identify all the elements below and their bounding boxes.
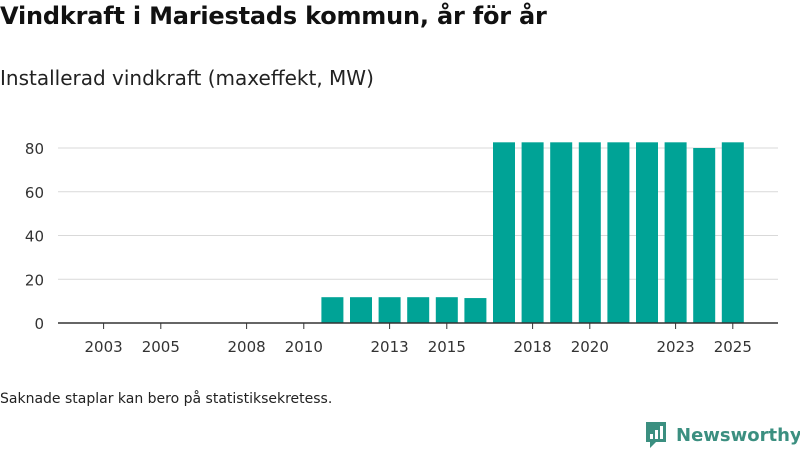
x-tick-label: 2025 [714, 338, 752, 356]
x-tick-label: 2005 [142, 338, 180, 356]
bar-2015 [435, 297, 458, 323]
brand-name: Newsworthy [676, 424, 800, 446]
bar-2016 [464, 298, 487, 323]
y-tick-label: 20 [25, 271, 44, 289]
brand-logo[interactable]: Newsworthy [644, 420, 800, 450]
bar-2011 [321, 297, 344, 323]
y-tick-label: 60 [25, 184, 44, 202]
bar-2024 [693, 148, 716, 323]
bar-2012 [350, 297, 372, 323]
x-tick-label: 2003 [85, 338, 123, 356]
x-tick-label: 2010 [285, 338, 323, 356]
y-tick-label: 40 [25, 228, 44, 246]
bar-2020 [578, 142, 601, 323]
x-tick-label: 2013 [371, 338, 409, 356]
bar-2023 [664, 142, 687, 323]
bar-2013 [378, 297, 401, 323]
x-tick-label: 2023 [657, 338, 695, 356]
chart-title: Vindkraft i Mariestads kommun, år för år [0, 2, 547, 30]
chart-subtitle: Installerad vindkraft (maxeffekt, MW) [0, 66, 374, 90]
x-tick-label: 2008 [228, 338, 266, 356]
bar-2021 [607, 142, 630, 323]
x-tick-label: 2015 [428, 338, 466, 356]
footnote: Saknade staplar kan bero på statistiksek… [0, 391, 333, 407]
x-tick-label: 2020 [571, 338, 609, 356]
bar-2025 [721, 142, 744, 323]
bar-2017 [493, 142, 515, 323]
y-tick-label: 0 [34, 315, 44, 333]
newsworthy-logo-icon [646, 422, 666, 448]
x-tick-label: 2018 [514, 338, 552, 356]
bar-2014 [407, 297, 430, 323]
bar-2022 [636, 142, 658, 323]
bar-2019 [550, 142, 573, 323]
y-tick-label: 80 [25, 140, 44, 158]
bar-2018 [521, 142, 544, 323]
